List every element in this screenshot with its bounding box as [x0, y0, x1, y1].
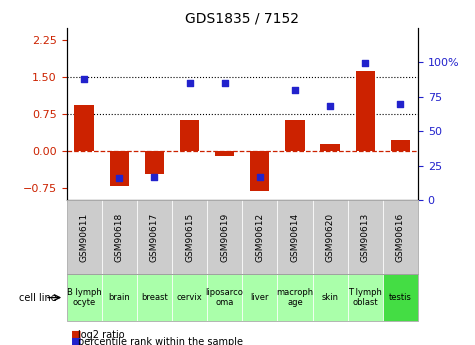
Point	[221, 80, 228, 86]
Text: GSM90615: GSM90615	[185, 213, 194, 262]
Bar	[145, 151, 164, 175]
Text: T lymph
oblast: T lymph oblast	[348, 288, 382, 307]
Text: GSM90618: GSM90618	[115, 213, 124, 262]
Point	[326, 104, 334, 109]
Text: GSM90613: GSM90613	[361, 213, 370, 262]
Bar	[180, 120, 199, 151]
Text: GSM90619: GSM90619	[220, 213, 229, 262]
Text: ■: ■	[71, 337, 82, 345]
Bar	[391, 140, 410, 151]
Text: macroph
age: macroph age	[276, 288, 314, 307]
Text: GSM90616: GSM90616	[396, 213, 405, 262]
Text: GSM90617: GSM90617	[150, 213, 159, 262]
Text: GSM90611: GSM90611	[80, 213, 88, 262]
Point	[291, 87, 299, 92]
Text: GSM90620: GSM90620	[326, 213, 334, 262]
Bar	[321, 145, 340, 151]
Bar	[110, 151, 129, 186]
Bar	[356, 71, 375, 151]
Point	[151, 174, 158, 179]
Text: liver: liver	[251, 293, 269, 302]
Point	[256, 174, 264, 179]
Bar	[215, 151, 234, 156]
Bar	[285, 120, 304, 151]
Point	[115, 175, 123, 181]
Text: testis: testis	[389, 293, 412, 302]
Text: ■: ■	[71, 330, 82, 339]
Bar	[75, 106, 94, 151]
Point	[186, 80, 193, 86]
Text: cell line: cell line	[19, 293, 57, 303]
Text: liposarco
oma: liposarco oma	[206, 288, 244, 307]
Point	[397, 101, 404, 106]
Text: log2 ratio: log2 ratio	[78, 330, 125, 339]
Text: breast: breast	[141, 293, 168, 302]
Text: GSM90614: GSM90614	[291, 213, 299, 262]
Text: GSM90612: GSM90612	[256, 213, 264, 262]
Bar	[250, 151, 269, 191]
Text: brain: brain	[108, 293, 130, 302]
Point	[361, 61, 369, 66]
Text: cervix: cervix	[177, 293, 202, 302]
Text: percentile rank within the sample: percentile rank within the sample	[78, 337, 243, 345]
Text: B lymph
ocyte: B lymph ocyte	[66, 288, 102, 307]
Text: skin: skin	[322, 293, 339, 302]
Point	[80, 76, 88, 81]
Title: GDS1835 / 7152: GDS1835 / 7152	[185, 11, 299, 25]
